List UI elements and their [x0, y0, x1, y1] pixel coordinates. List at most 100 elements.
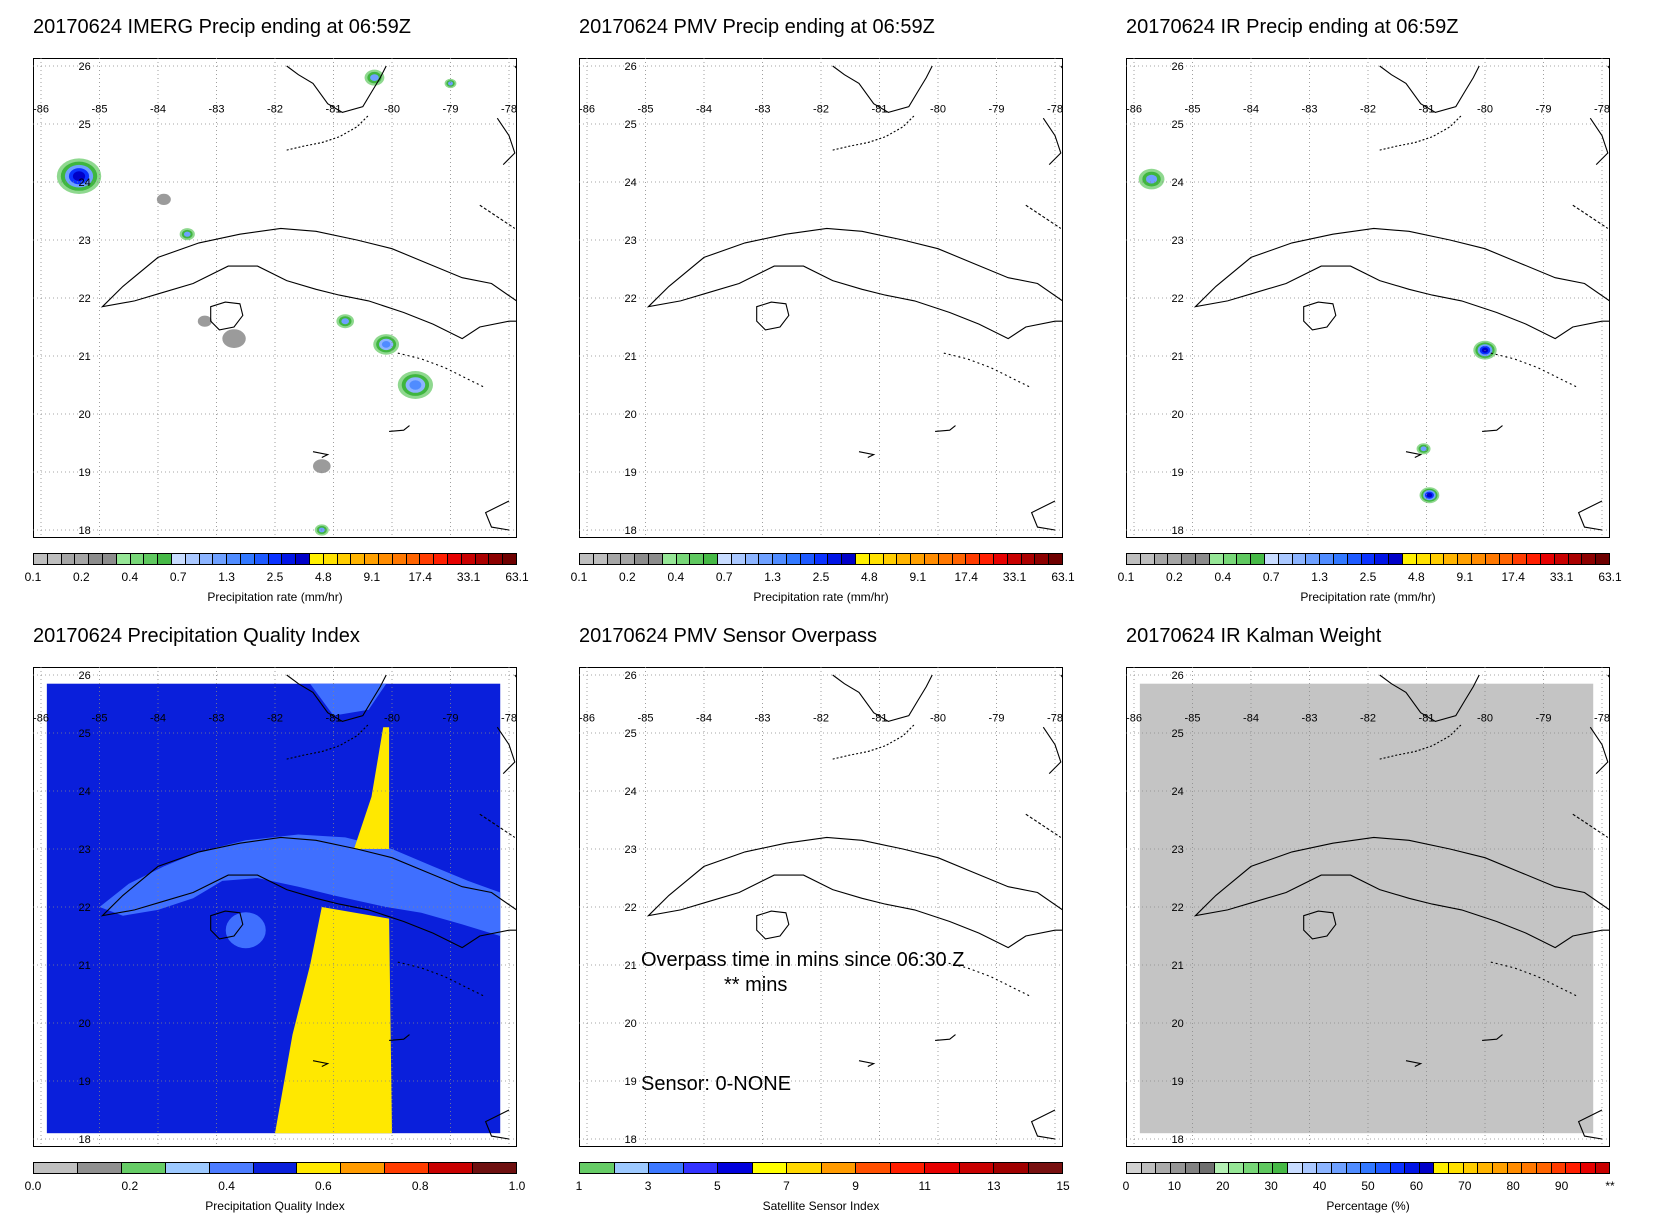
colorbar	[33, 1162, 517, 1174]
coastline-jardines	[1490, 961, 1579, 998]
lat-label: 24	[624, 786, 636, 798]
colorbar-tick: 80	[1506, 1179, 1520, 1193]
colorbar-swatch	[1375, 554, 1390, 564]
coastline-jamaica	[1030, 1109, 1056, 1140]
precip-cell	[448, 81, 453, 86]
lat-label: 25	[1171, 119, 1183, 131]
colorbar-swatch	[1430, 554, 1445, 564]
colorbar-swatch	[731, 554, 746, 564]
colorbar-label: Precipitation Quality Index	[205, 1199, 345, 1213]
colorbar-swatch	[911, 554, 925, 564]
coastline-bahamas	[1025, 204, 1062, 229]
precip-cell	[381, 341, 391, 348]
lon-label: -78	[1047, 103, 1063, 115]
lon-label: -82	[1360, 712, 1376, 724]
lon-label: -79	[1536, 103, 1552, 115]
colorbar-ticks: 0.1 0.2 0.4 0.7 1.3 2.5 4.8 9.1 17.4 33.1 63.1	[1118, 570, 1622, 586]
colorbar-swatch	[1375, 1163, 1391, 1173]
colorbar-tick: 50	[1361, 1179, 1375, 1193]
map-canvas: -86 -85 -84 -83 -82 -81 -80 -79 -78 26 25 24 23 22 21 2…	[1126, 667, 1610, 1147]
colorbar-swatch	[121, 1163, 166, 1173]
colorbar-swatch	[385, 1163, 430, 1173]
colorbar-swatch	[635, 554, 649, 564]
lon-label: -79	[443, 712, 459, 724]
lon-label: -83	[1302, 103, 1318, 115]
colorbar-tick: 0.2	[619, 570, 636, 584]
lon-label: -84	[696, 712, 712, 724]
coastline-florida	[832, 65, 933, 113]
colorbar-tick: 0.1	[24, 570, 42, 584]
colorbar-swatch	[1493, 1163, 1508, 1173]
coastline-cayman	[1405, 1060, 1423, 1067]
colorbar-swatch	[952, 554, 967, 564]
lon-label: -82	[1360, 103, 1376, 115]
colorbar-swatch	[842, 554, 856, 564]
precip-cell	[1426, 493, 1433, 498]
colorbar-tick: 0.6	[315, 1179, 332, 1193]
graticule	[1126, 667, 1610, 1147]
coastline-jardines	[397, 961, 486, 998]
lon-label: -85	[1185, 103, 1201, 115]
coastline-jardines	[397, 352, 486, 389]
colorbar-swatch	[683, 1163, 718, 1173]
colorbar-swatch	[883, 554, 898, 564]
coastline-bahamas	[1589, 726, 1609, 774]
coastline-keys	[832, 723, 915, 760]
map-canvas: -86 -85 -84 -83 -82 -81 -80 -79 -78 26 25 24 23 22 21 2…	[1126, 58, 1610, 538]
colorbar-tick: 0.7	[1262, 570, 1280, 584]
colorbar-swatch	[1229, 1163, 1245, 1173]
colorbar-swatch	[745, 554, 760, 564]
colorbar-label: Precipitation rate (mm/hr)	[753, 590, 889, 604]
colorbar-swatch	[1264, 554, 1279, 564]
colorbar-swatch	[614, 1163, 649, 1173]
colorbar-swatch	[1540, 554, 1555, 564]
colorbar-swatch	[475, 554, 490, 564]
colorbar-label: Precipitation rate (mm/hr)	[1300, 590, 1436, 604]
axis-labels: -86 -85 -84 -83 -82 -81 -80 -79 -78 26 25 24 23 22 21 2…	[33, 61, 517, 537]
lat-label: 23	[1171, 844, 1183, 856]
graticule	[579, 667, 1063, 1147]
coastline-cayman	[935, 425, 956, 432]
coastline-isla-juventud	[1303, 301, 1337, 331]
coastline	[100, 65, 517, 531]
map-kalman: -86 -85 -84 -83 -82 -81 -80 -79 -78 26 25 24 23 22 21 2…	[1126, 667, 1610, 1147]
colorbar-swatch	[116, 554, 131, 564]
colorbar-swatch	[158, 554, 172, 564]
colorbar-swatch	[1596, 554, 1609, 564]
lat-label: 24	[78, 177, 90, 189]
coastline	[646, 65, 1063, 531]
panel-title: 20170624 PMV Sensor Overpass	[579, 625, 877, 647]
coastline-bahamas	[1572, 204, 1609, 229]
colorbar-swatch	[1568, 554, 1583, 564]
lat-label: 18	[624, 525, 636, 537]
quality-high-region	[275, 907, 392, 1134]
lat-label: 23	[624, 844, 636, 856]
panel-pqi: 20170624 Precipitation Quality Index -86…	[25, 619, 565, 1213]
colorbar-tick: 3	[644, 1179, 652, 1193]
colorbar-swatch	[938, 554, 953, 564]
coastline-cayman	[858, 451, 876, 458]
lat-label: 24	[1171, 177, 1183, 189]
colorbar-tick: 63.1	[1598, 570, 1622, 584]
colorbar-swatch	[1449, 1163, 1464, 1173]
colorbar-swatch	[1551, 1163, 1567, 1173]
lon-label: -85	[638, 103, 654, 115]
lon-label: -80	[1477, 103, 1493, 115]
lon-label: -78	[1594, 103, 1610, 115]
map-canvas: -86 -85 -84 -83 -82 -81 -80 -79 -78 26 25 24 23 22 21 2…	[579, 667, 1063, 1147]
overpass-text: Overpass time in mins since 06:30 Z	[641, 949, 965, 971]
colorbar-swatch	[1214, 1163, 1230, 1173]
panel-title: 20170624 IR Kalman Weight	[1126, 625, 1382, 647]
lat-label: 21	[1171, 960, 1183, 972]
lat-label: 23	[78, 844, 90, 856]
colorbar-swatch	[752, 1163, 787, 1173]
lat-label: 21	[624, 960, 636, 972]
lat-label: 19	[624, 467, 636, 479]
colorbar-swatch	[420, 554, 435, 564]
panel-ir: 20170624 IR Precip ending at 06:59Z -86-…	[1118, 10, 1653, 604]
coastline-jardines	[1490, 352, 1579, 389]
coastline-cayman	[312, 451, 330, 458]
lon-label: -79	[989, 712, 1005, 724]
colorbar-tick: 0.4	[218, 1179, 235, 1193]
colorbar-swatch	[461, 554, 476, 564]
